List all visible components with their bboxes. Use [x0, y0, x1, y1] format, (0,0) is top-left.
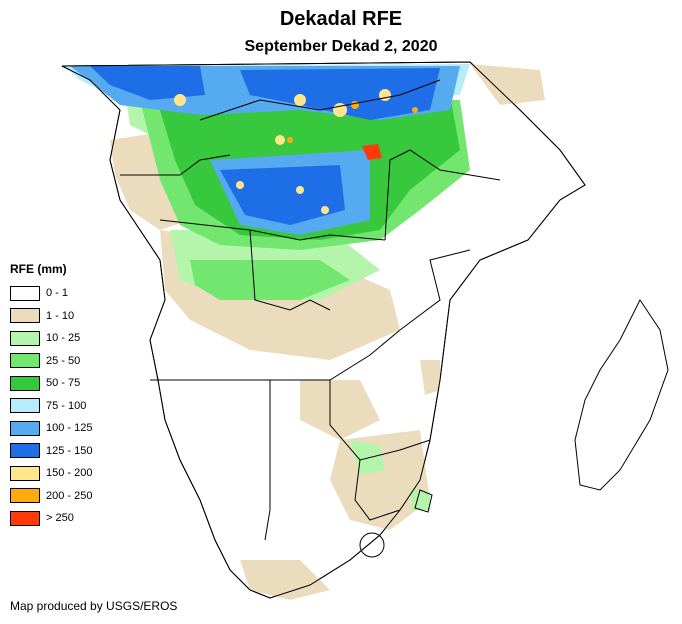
map-subtitle: September Dekad 2, 2020 [244, 38, 438, 55]
legend-swatch [10, 510, 40, 526]
legend-item: 125 - 150 [10, 440, 92, 463]
legend-item: 25 - 50 [10, 350, 92, 373]
rain-125-150-zones [90, 66, 440, 225]
legend-label: 10 - 25 [46, 332, 81, 345]
legend-swatch [10, 488, 40, 504]
legend-label: 100 - 125 [46, 422, 93, 435]
legend-label: 150 - 200 [46, 467, 93, 480]
legend-swatch [10, 398, 40, 414]
legend-item: 50 - 75 [10, 372, 92, 395]
legend-swatch [10, 330, 40, 346]
legend-swatch [10, 375, 40, 391]
legend: RFE (mm) 0 - 1 1 - 10 10 - 25 25 - 50 50… [10, 262, 92, 530]
country-borders [61, 61, 586, 599]
legend-title: RFE (mm) [10, 262, 67, 276]
legend-label: 0 - 1 [46, 287, 69, 300]
legend-label: 50 - 75 [46, 377, 81, 390]
legend-swatch [10, 443, 40, 459]
legend-item: 200 - 250 [10, 485, 92, 508]
legend-item: 150 - 200 [10, 462, 92, 485]
legend-item: 10 - 25 [10, 327, 92, 350]
legend-label: 75 - 100 [46, 399, 87, 412]
legend-swatch [10, 465, 40, 481]
madagascar [574, 299, 669, 491]
legend-swatch [10, 353, 40, 369]
rain-over-250-zones [362, 144, 382, 160]
legend-item: 75 - 100 [10, 395, 92, 418]
legend-item: 0 - 1 [10, 282, 92, 305]
legend-label: 200 - 250 [46, 489, 93, 502]
legend-label: 1 - 10 [46, 309, 75, 322]
legend-label: 25 - 50 [46, 354, 81, 367]
map-title: Dekadal RFE [279, 8, 403, 30]
legend-swatch [10, 308, 40, 324]
legend-label: 125 - 150 [46, 444, 93, 457]
map-credit: Map produced by USGS/EROS [10, 599, 178, 613]
legend-label: > 250 [46, 512, 74, 525]
legend-swatch [10, 420, 40, 436]
legend-item: > 250 [10, 507, 92, 530]
legend-swatch [10, 285, 40, 301]
legend-item: 1 - 10 [10, 305, 92, 328]
rain-150-200-zones [174, 89, 391, 214]
legend-item: 100 - 125 [10, 417, 92, 440]
